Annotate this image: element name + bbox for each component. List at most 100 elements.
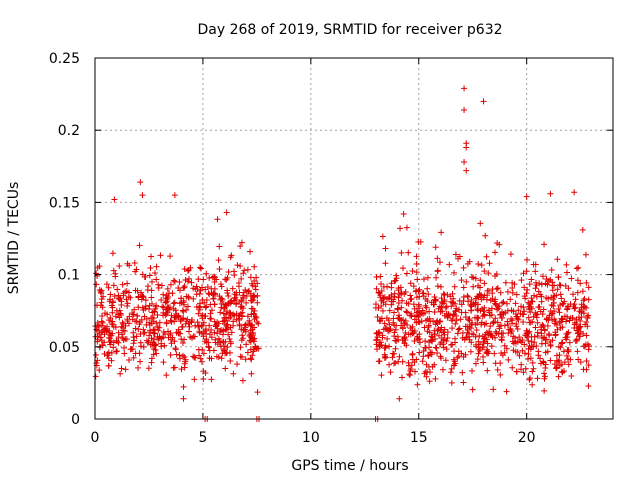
data-point	[236, 298, 243, 305]
data-point	[481, 280, 488, 287]
data-point	[574, 289, 581, 296]
data-point	[188, 279, 195, 286]
data-point	[584, 323, 591, 330]
data-point	[506, 326, 513, 333]
data-point	[574, 327, 581, 334]
data-point	[227, 340, 234, 347]
data-point	[524, 286, 531, 293]
data-point	[461, 158, 468, 165]
data-point	[98, 337, 105, 344]
data-point	[492, 328, 499, 335]
data-point	[181, 265, 188, 272]
data-point	[188, 319, 195, 326]
data-point	[555, 373, 562, 380]
data-point	[555, 274, 562, 281]
data-point	[578, 314, 585, 321]
data-point	[419, 290, 426, 297]
data-point	[436, 259, 443, 266]
data-point	[474, 306, 481, 313]
data-point	[243, 299, 250, 306]
data-point	[556, 357, 563, 364]
data-point	[120, 321, 127, 328]
data-point	[149, 341, 156, 348]
data-point	[230, 370, 237, 377]
data-point	[208, 307, 215, 314]
data-point	[153, 263, 160, 270]
data-point	[198, 265, 205, 272]
data-point	[526, 342, 533, 349]
data-point	[509, 364, 516, 371]
data-point	[502, 279, 509, 286]
data-point	[377, 273, 384, 280]
data-point	[510, 308, 517, 315]
data-point	[534, 319, 541, 326]
data-point	[474, 307, 481, 314]
data-point	[434, 350, 441, 357]
x-tick-label: 15	[410, 430, 428, 446]
data-point	[154, 311, 161, 318]
data-point	[216, 265, 223, 272]
data-point	[508, 315, 515, 322]
x-axis-title: GPS time / hours	[291, 458, 408, 474]
data-point	[510, 333, 517, 340]
data-point	[254, 299, 261, 306]
data-point	[443, 346, 450, 353]
data-point	[160, 328, 167, 335]
data-point	[503, 300, 510, 307]
data-point	[239, 377, 246, 384]
data-point	[163, 372, 170, 379]
data-point	[580, 310, 587, 317]
data-point	[184, 278, 191, 285]
data-point	[559, 369, 566, 376]
data-point	[434, 317, 441, 324]
data-point	[516, 334, 523, 341]
data-point	[529, 368, 536, 375]
data-point	[538, 330, 545, 337]
data-point	[215, 257, 222, 264]
data-point	[227, 300, 234, 307]
data-point	[192, 354, 199, 361]
data-point	[585, 296, 592, 303]
data-point	[497, 311, 504, 318]
data-point	[480, 339, 487, 346]
data-point	[395, 358, 402, 365]
data-point	[396, 395, 403, 402]
data-point	[541, 387, 548, 394]
data-point	[581, 295, 588, 302]
data-point	[549, 287, 556, 294]
data-point	[131, 306, 138, 313]
data-point	[216, 339, 223, 346]
data-point	[130, 354, 137, 361]
data-point	[573, 336, 580, 343]
data-point	[559, 324, 566, 331]
data-point	[533, 343, 540, 350]
data-point	[167, 317, 174, 324]
data-point	[382, 344, 389, 351]
data-point	[216, 243, 223, 250]
data-point	[220, 328, 227, 335]
data-point	[413, 309, 420, 316]
data-point	[575, 264, 582, 271]
data-point	[449, 325, 456, 332]
data-point	[165, 328, 172, 335]
data-point	[112, 324, 119, 331]
data-point	[165, 334, 172, 341]
data-point	[521, 308, 528, 315]
data-point	[168, 340, 175, 347]
data-point	[103, 281, 110, 288]
data-point	[547, 190, 554, 197]
data-point	[374, 346, 381, 353]
data-point	[191, 354, 198, 361]
data-point	[211, 285, 218, 292]
data-point	[433, 274, 440, 281]
data-point	[432, 296, 439, 303]
data-point	[513, 321, 520, 328]
data-point	[516, 352, 523, 359]
data-point	[121, 350, 128, 357]
data-point	[577, 323, 584, 330]
data-point	[425, 353, 432, 360]
data-point	[107, 341, 114, 348]
data-point	[527, 355, 534, 362]
data-point	[248, 305, 255, 312]
data-point	[171, 192, 178, 199]
